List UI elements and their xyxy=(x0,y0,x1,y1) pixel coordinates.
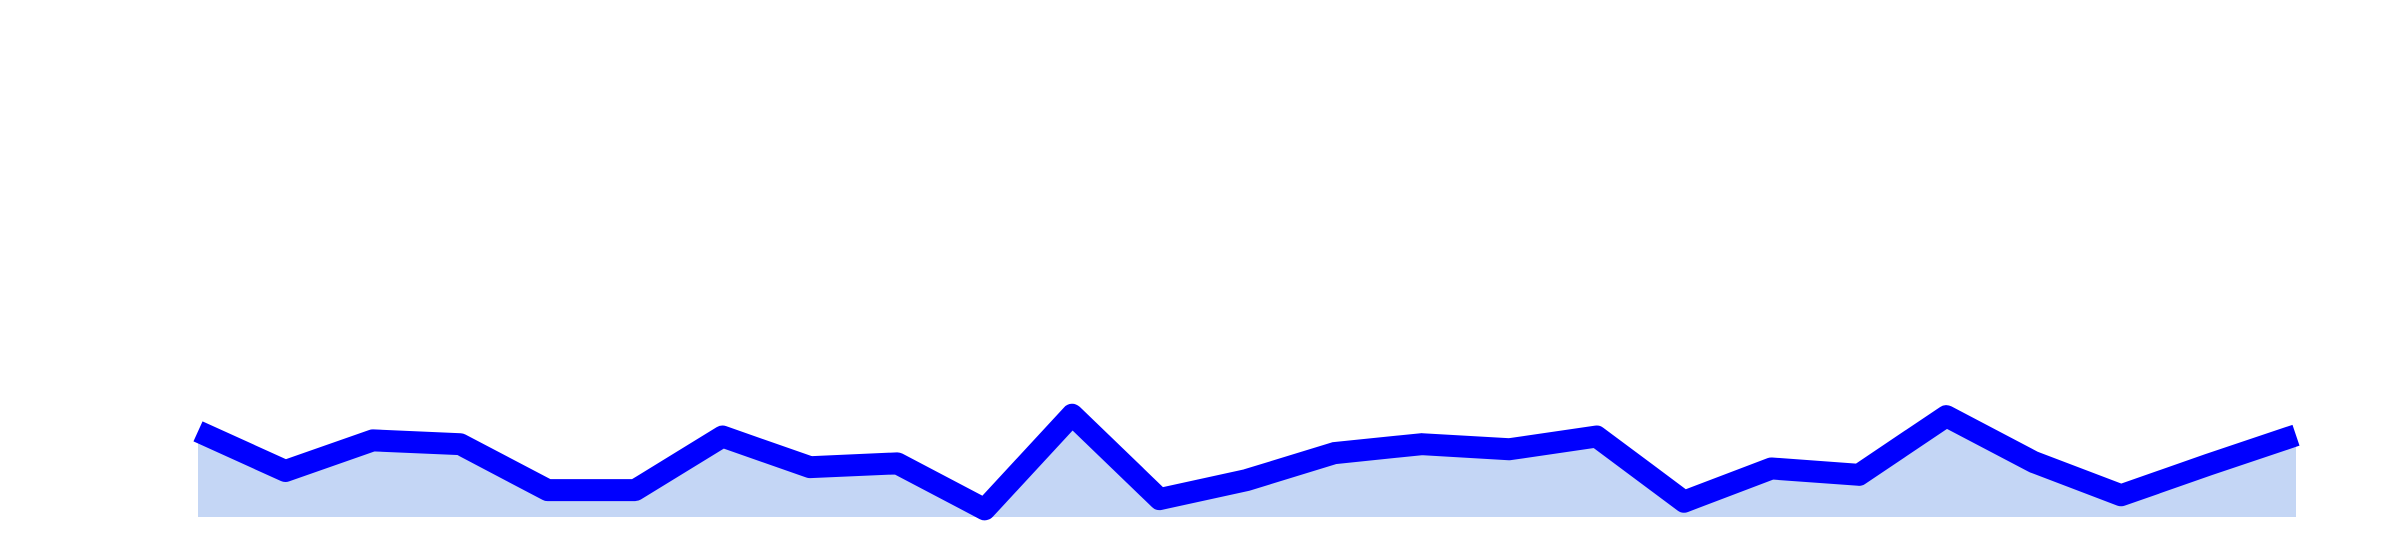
plot-area xyxy=(193,403,2300,521)
series-line xyxy=(193,403,2300,521)
